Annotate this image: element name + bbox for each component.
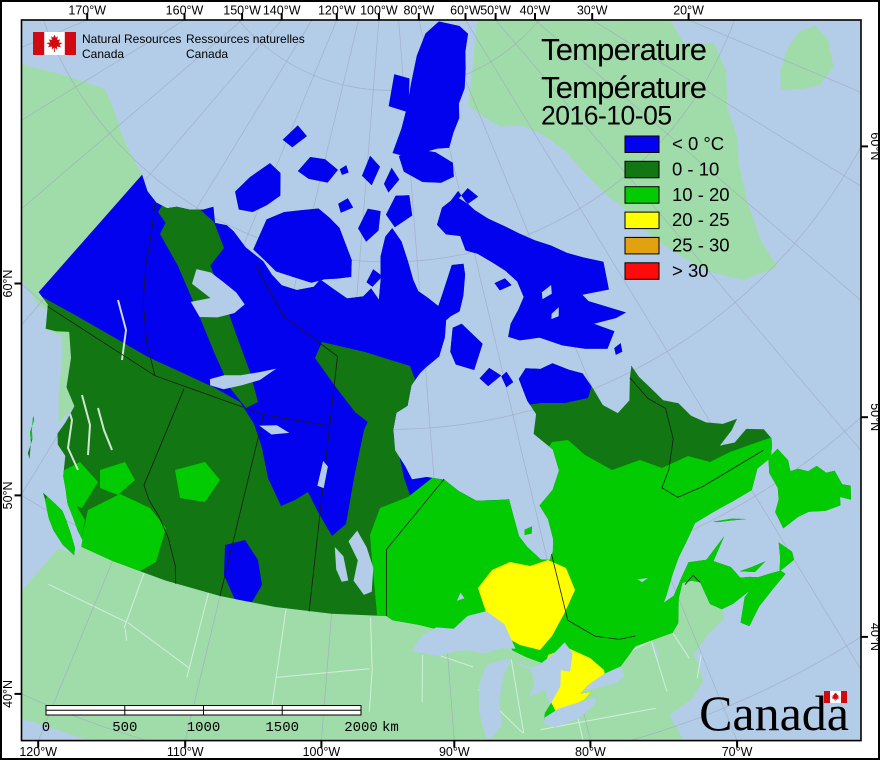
svg-text:50°W: 50°W: [480, 4, 511, 18]
svg-text:> 30: > 30: [672, 260, 709, 281]
svg-text:Ressources naturelles: Ressources naturelles: [186, 32, 305, 46]
svg-text:km: km: [382, 720, 399, 736]
svg-text:30°W: 30°W: [577, 4, 608, 18]
svg-text:Natural Resources: Natural Resources: [82, 32, 181, 46]
svg-text:500: 500: [112, 720, 137, 736]
svg-text:80°W: 80°W: [575, 745, 606, 759]
svg-text:Temperature: Temperature: [541, 32, 706, 67]
svg-text:110°W: 110°W: [167, 745, 204, 759]
svg-text:Canada: Canada: [186, 47, 228, 61]
svg-text:Canada: Canada: [82, 47, 124, 61]
svg-text:90°W: 90°W: [439, 745, 470, 759]
svg-text:< 0 °C: < 0 °C: [672, 133, 724, 154]
svg-text:160°W: 160°W: [166, 4, 204, 18]
svg-text:1000: 1000: [187, 720, 221, 736]
svg-text:70°W: 70°W: [722, 745, 753, 759]
svg-text:10 - 20: 10 - 20: [672, 184, 730, 205]
svg-text:170°W: 170°W: [68, 4, 106, 18]
svg-text:20 - 25: 20 - 25: [672, 209, 730, 230]
svg-text:60°N: 60°N: [1, 270, 15, 298]
svg-text:100°W: 100°W: [303, 745, 341, 759]
svg-text:100°W: 100°W: [360, 4, 398, 18]
svg-text:20°W: 20°W: [673, 4, 704, 18]
svg-text:60°W: 60°W: [450, 4, 481, 18]
svg-text:80°W: 80°W: [403, 4, 434, 18]
svg-text:0: 0: [42, 720, 50, 736]
svg-text:120°W: 120°W: [19, 745, 57, 759]
svg-text:2000: 2000: [344, 720, 378, 736]
svg-text:0 - 10: 0 - 10: [672, 159, 719, 180]
svg-text:60°N: 60°N: [868, 132, 880, 160]
svg-text:50°N: 50°N: [868, 403, 880, 431]
svg-text:1500: 1500: [265, 720, 299, 736]
svg-text:150°W: 150°W: [223, 4, 261, 18]
svg-text:40°N: 40°N: [1, 680, 15, 708]
svg-text:Température: Température: [541, 70, 706, 105]
svg-text:50°N: 50°N: [1, 481, 15, 509]
svg-text:2016-10-05: 2016-10-05: [541, 101, 672, 131]
svg-text:40°W: 40°W: [520, 4, 551, 18]
svg-text:140°W: 140°W: [263, 4, 301, 18]
svg-text:40°N: 40°N: [868, 623, 880, 651]
svg-text:25 - 30: 25 - 30: [672, 235, 730, 256]
svg-text:120°W: 120°W: [318, 4, 356, 18]
